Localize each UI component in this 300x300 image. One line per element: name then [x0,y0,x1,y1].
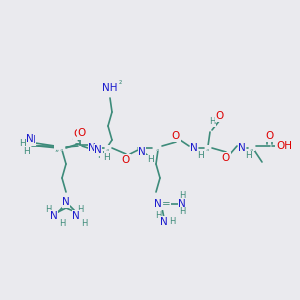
Text: O: O [172,131,180,141]
Text: NH: NH [102,83,118,93]
Text: N: N [154,199,162,209]
Text: H: H [19,140,26,148]
Text: N: N [94,145,102,155]
Text: ,,: ,, [250,145,254,151]
Text: N: N [138,147,146,157]
Text: H: H [198,152,204,160]
Text: H: H [179,208,185,217]
Text: O: O [122,155,130,165]
Text: H: H [246,152,252,160]
Text: H: H [22,148,29,157]
Text: ,,: ,, [106,145,110,151]
Text: O: O [78,128,86,138]
Text: ,,: ,, [156,145,160,151]
Text: O: O [222,153,230,163]
Text: N: N [72,211,80,221]
Text: H: H [45,206,51,214]
Text: O: O [266,131,274,141]
Text: H: H [147,155,153,164]
Text: N: N [160,217,168,227]
Text: N: N [238,143,246,153]
Text: H: H [81,220,87,229]
Text: N: N [62,197,70,207]
Text: OH: OH [276,141,292,151]
Text: H: H [169,218,175,226]
Text: ,,: ,, [206,145,210,151]
Text: O: O [216,111,224,121]
Text: N: N [178,199,186,209]
Text: H: H [24,148,30,158]
Text: H: H [77,206,83,214]
Text: N: N [26,134,34,144]
Text: H: H [59,220,65,229]
Text: H: H [155,212,161,220]
Text: ₂: ₂ [118,77,122,86]
Text: H: H [19,142,26,151]
Text: N: N [88,143,96,153]
Text: O: O [74,129,82,139]
Text: ,,: ,, [55,145,60,154]
Text: H: H [179,191,185,200]
Text: N: N [28,135,36,145]
Text: H: H [209,118,215,127]
Text: H: H [103,154,110,163]
Text: H: H [97,152,104,160]
Text: =: = [162,199,170,209]
Text: N: N [190,143,198,153]
Text: ,,: ,, [60,145,64,151]
Text: N: N [50,211,58,221]
